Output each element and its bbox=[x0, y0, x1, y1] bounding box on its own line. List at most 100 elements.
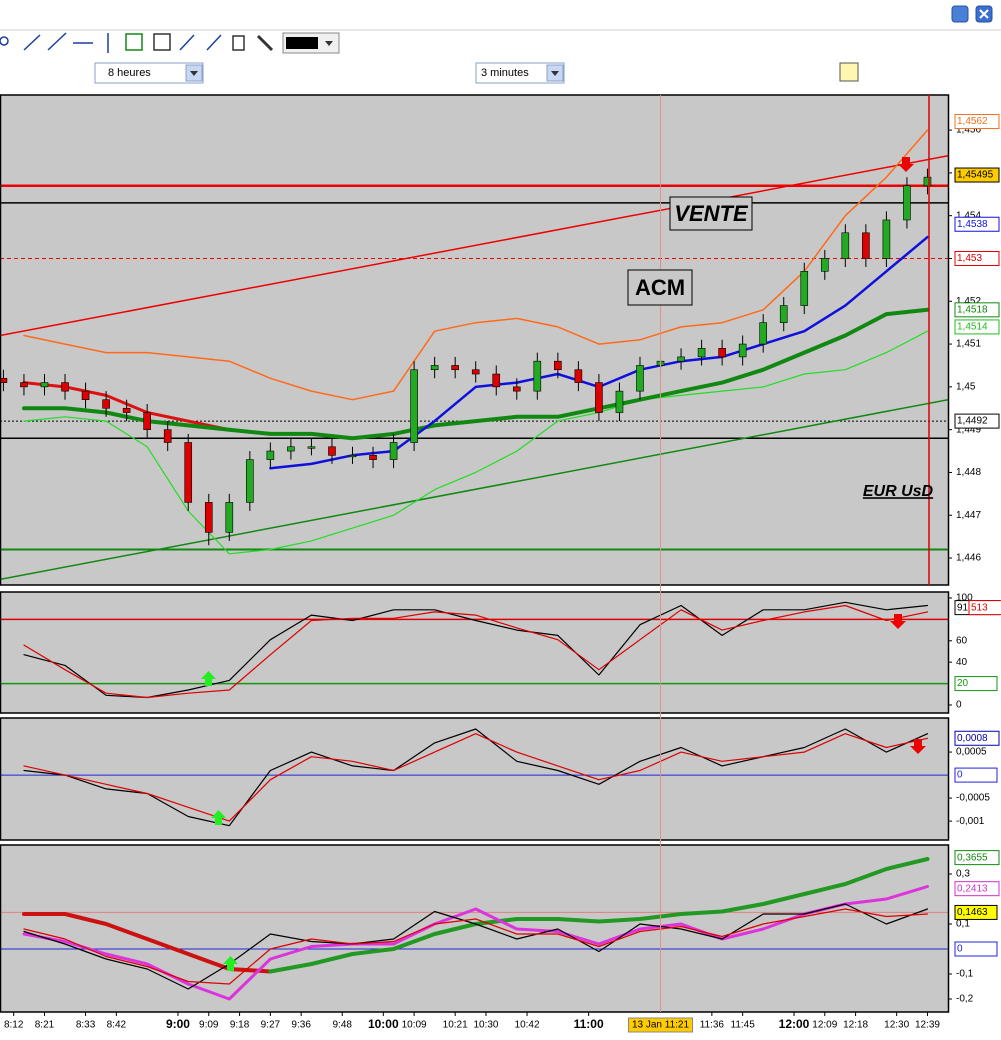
x-tick-label: 12:18 bbox=[843, 1020, 868, 1031]
sell-arrow bbox=[910, 739, 926, 754]
candle-body bbox=[820, 258, 829, 272]
arrow-tool[interactable] bbox=[206, 34, 222, 51]
candle-body bbox=[779, 305, 788, 323]
indicator-line bbox=[23, 129, 929, 401]
panel-border bbox=[0, 844, 950, 1013]
x-tick-label: 11:00 bbox=[574, 1017, 604, 1031]
candle-body bbox=[636, 365, 644, 392]
period-select-text: 8 heures bbox=[108, 67, 151, 79]
indicator-line bbox=[23, 330, 929, 555]
candle-body bbox=[122, 407, 131, 413]
candle-body bbox=[410, 369, 418, 443]
y-tick-label: -0,001 bbox=[956, 816, 985, 827]
level-label-box bbox=[954, 319, 1000, 335]
level-label: 1,4514 bbox=[957, 322, 988, 333]
x-tick-label: 10:00 bbox=[368, 1017, 399, 1031]
level-label-box bbox=[954, 676, 998, 692]
level-label-box bbox=[954, 302, 1000, 318]
candle-body bbox=[61, 382, 69, 392]
line-tool[interactable] bbox=[23, 34, 41, 51]
candle-body bbox=[184, 442, 193, 503]
candle-body bbox=[882, 219, 891, 259]
buy-arrow bbox=[223, 956, 238, 971]
candle-body bbox=[800, 271, 809, 306]
candle-body bbox=[287, 446, 295, 452]
y-tick-label: 0,1 bbox=[956, 919, 970, 930]
trendline bbox=[0, 398, 948, 581]
panel-plot bbox=[0, 129, 948, 581]
chart-settings-button[interactable] bbox=[839, 62, 859, 82]
level-label-box bbox=[954, 167, 1000, 183]
candle-body bbox=[307, 446, 316, 449]
annotation-box bbox=[627, 269, 693, 306]
y-tick-label: 0 bbox=[956, 700, 962, 711]
ray-tool[interactable] bbox=[47, 32, 67, 51]
color-swatch bbox=[286, 37, 318, 49]
x-tick-label: 9:18 bbox=[230, 1020, 250, 1031]
y-tick-label: 1,456 bbox=[956, 125, 981, 136]
level-label: 1,45495 bbox=[957, 170, 994, 181]
text-tool[interactable] bbox=[153, 33, 171, 51]
y-tick-label: 1,449 bbox=[956, 424, 981, 435]
interval-select[interactable] bbox=[475, 62, 565, 84]
level-label: 513 bbox=[971, 602, 988, 613]
candle-body bbox=[143, 412, 151, 430]
y-tick-label: 0,3 bbox=[956, 869, 970, 880]
candle-body bbox=[0, 378, 8, 383]
restore-button[interactable] bbox=[951, 5, 969, 23]
y-tick-label: 1,454 bbox=[956, 210, 981, 221]
candle-body bbox=[841, 232, 850, 259]
candle-body bbox=[328, 446, 336, 456]
x-tick-label: 11:45 bbox=[731, 1020, 756, 1031]
panel-plot bbox=[0, 601, 948, 699]
indicator-line bbox=[23, 604, 929, 699]
zoom-tool[interactable] bbox=[0, 36, 9, 46]
candle-body bbox=[348, 455, 357, 458]
level-label: 1,4538 bbox=[957, 219, 988, 230]
candle-body bbox=[738, 343, 747, 358]
indicator-line bbox=[23, 733, 929, 822]
candle-body bbox=[492, 373, 501, 388]
dropdown-arrow bbox=[325, 41, 333, 46]
level-label: 0,2413 bbox=[957, 883, 988, 894]
level-label: 0,3655 bbox=[957, 852, 988, 863]
selectors: 8 heures 3 minutes bbox=[94, 62, 859, 84]
candle-body bbox=[512, 386, 521, 392]
candle-body bbox=[595, 382, 603, 413]
indicator-line bbox=[22, 885, 929, 1001]
level-label-box bbox=[954, 114, 1000, 130]
charts: 1,446 1,447 1,448 1,449 1,45 1,451 1,452 1,453 1… bbox=[0, 94, 1001, 1033]
properties-tool[interactable] bbox=[256, 34, 274, 52]
x-tick-label: 12:00 bbox=[779, 1017, 810, 1031]
fibo-tool[interactable] bbox=[125, 33, 143, 51]
y-tick-label: 40 bbox=[956, 657, 968, 668]
delete-tool[interactable] bbox=[232, 35, 245, 51]
x-tick-label: 8:21 bbox=[35, 1020, 55, 1031]
candle-body bbox=[615, 390, 624, 413]
level-label-box bbox=[954, 850, 1000, 866]
level-label-box bbox=[954, 941, 998, 957]
x-tick-label: 9:27 bbox=[261, 1020, 281, 1031]
x-tick-label: 8:33 bbox=[76, 1020, 96, 1031]
y-tick-label: -0,2 bbox=[956, 994, 974, 1005]
level-label: 0 bbox=[957, 770, 963, 781]
candle-body bbox=[533, 360, 542, 392]
candle-body bbox=[451, 365, 459, 371]
x-tick-label: 10:30 bbox=[473, 1020, 498, 1031]
level-label: 20 bbox=[957, 678, 969, 689]
y-tick-label: 100 bbox=[956, 593, 973, 604]
y-tick-label: 1,452 bbox=[956, 296, 981, 307]
annotation: EUR UsD bbox=[863, 483, 934, 500]
candle-body bbox=[163, 429, 172, 443]
channel-tool[interactable] bbox=[179, 34, 195, 51]
candle-body bbox=[471, 369, 480, 375]
candle-body bbox=[718, 348, 726, 358]
dropdown-arrow bbox=[190, 71, 198, 76]
x-tick-label: 11:36 bbox=[700, 1020, 725, 1031]
candle-body bbox=[266, 450, 275, 460]
candle-body bbox=[574, 369, 583, 383]
crosshair-label: 13 Jan 11:21 bbox=[632, 1020, 690, 1031]
panel-border bbox=[0, 591, 950, 714]
period-select[interactable] bbox=[94, 62, 204, 84]
